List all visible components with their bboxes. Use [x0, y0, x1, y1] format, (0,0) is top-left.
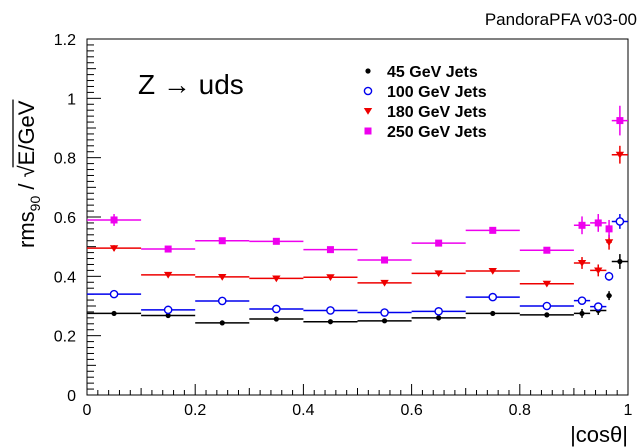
data-point [577, 296, 587, 305]
svg-text:rms90 / √E/GeV: rms90 / √E/GeV [14, 100, 43, 248]
legend-label: 250 GeV Jets [387, 124, 487, 141]
series-2 [87, 145, 628, 288]
x-tick-label: 0.2 [184, 402, 206, 419]
legend-label: 180 GeV Jets [387, 104, 487, 121]
chart-title: PandoraPFA v03-00 [485, 10, 637, 29]
y-tick-label: 1.2 [54, 32, 76, 49]
data-point [489, 226, 497, 234]
data-point [436, 315, 442, 321]
y-axis-title: rms90 / √E/GeV [12, 99, 43, 248]
data-point [578, 221, 586, 229]
process-label: Z → uds [138, 69, 244, 100]
legend-label: 100 GeV Jets [387, 84, 487, 101]
series-3 [87, 105, 628, 264]
legend-marker [363, 108, 373, 115]
data-point [111, 310, 117, 317]
x-tick-label: 1 [624, 402, 633, 419]
data-point [594, 219, 602, 227]
y-tick-label: 0.6 [54, 210, 76, 227]
x-axis-tick-labels: 0 0.2 0.4 0.6 0.8 1 [83, 402, 633, 419]
y-axis-title-sub: 90 [27, 196, 43, 212]
data-point [490, 310, 496, 317]
y-axis-title-sep: / [14, 177, 39, 195]
data-point [593, 302, 603, 311]
data-point [435, 239, 443, 247]
x-tick-label: 0.4 [292, 402, 314, 419]
data-point [163, 271, 173, 279]
x-axis-ticks [86, 384, 629, 395]
data-point [543, 246, 551, 254]
data-point [165, 312, 171, 319]
data-point [109, 289, 119, 299]
y-tick-label: 0.8 [54, 151, 76, 168]
y-tick-label: 1 [67, 91, 76, 108]
data-point [219, 320, 225, 326]
data-point [272, 275, 281, 283]
x-tick-label: 0.8 [509, 402, 531, 419]
data-point [381, 318, 388, 324]
data-point [488, 268, 497, 275]
data-point [272, 304, 281, 314]
data-point [218, 237, 226, 245]
data-point [326, 306, 335, 315]
data-point [434, 270, 443, 278]
data-point [594, 267, 603, 275]
data-point [327, 319, 334, 325]
data-point [615, 217, 625, 226]
legend-marker [363, 86, 373, 96]
data-point [604, 272, 614, 281]
data-point [381, 256, 389, 264]
data-point [109, 245, 119, 252]
series-1 [87, 214, 628, 317]
data-point [604, 239, 614, 246]
data-point [544, 312, 550, 318]
legend: 45 GeV Jets 100 GeV Jets 180 GeV Jets 250 G… [363, 64, 487, 141]
data-point [272, 237, 280, 245]
data-point [326, 246, 334, 254]
data-layer [87, 105, 628, 326]
data-point [164, 245, 172, 253]
data-point [218, 273, 227, 281]
y-axis-title-sqrt: √ [14, 164, 39, 177]
y-axis-ticks [87, 38, 101, 396]
data-point [615, 151, 625, 159]
data-point [163, 305, 173, 315]
y-axis-tick-labels: 0 0.2 0.4 0.6 0.8 1 1.2 [54, 32, 76, 405]
data-point [434, 307, 443, 316]
x-axis-title: |cosθ| [570, 422, 628, 447]
data-point [577, 260, 587, 267]
x-tick-label: 0 [83, 402, 92, 419]
data-point [542, 280, 552, 288]
y-tick-label: 0.4 [54, 269, 76, 286]
data-point [606, 293, 612, 299]
data-point [579, 310, 585, 317]
data-point [380, 308, 389, 317]
series-0 [87, 254, 628, 326]
legend-label: 45 GeV Jets [387, 64, 478, 81]
data-point [542, 301, 552, 311]
data-point [217, 296, 227, 306]
data-point [616, 117, 624, 125]
data-point [326, 274, 335, 282]
data-point [110, 216, 118, 224]
data-point [273, 316, 279, 322]
legend-marker [364, 127, 372, 135]
y-axis-title-radicand: E/GeV [14, 100, 39, 165]
data-point [380, 279, 389, 287]
legend-marker [365, 68, 371, 74]
data-point [605, 225, 613, 233]
x-tick-label: 0.6 [400, 402, 422, 419]
y-tick-label: 0.2 [54, 329, 76, 346]
y-axis-title-main: rms [14, 211, 39, 248]
data-point [617, 258, 623, 265]
y-tick-label: 0 [67, 388, 76, 405]
data-point [488, 292, 498, 302]
